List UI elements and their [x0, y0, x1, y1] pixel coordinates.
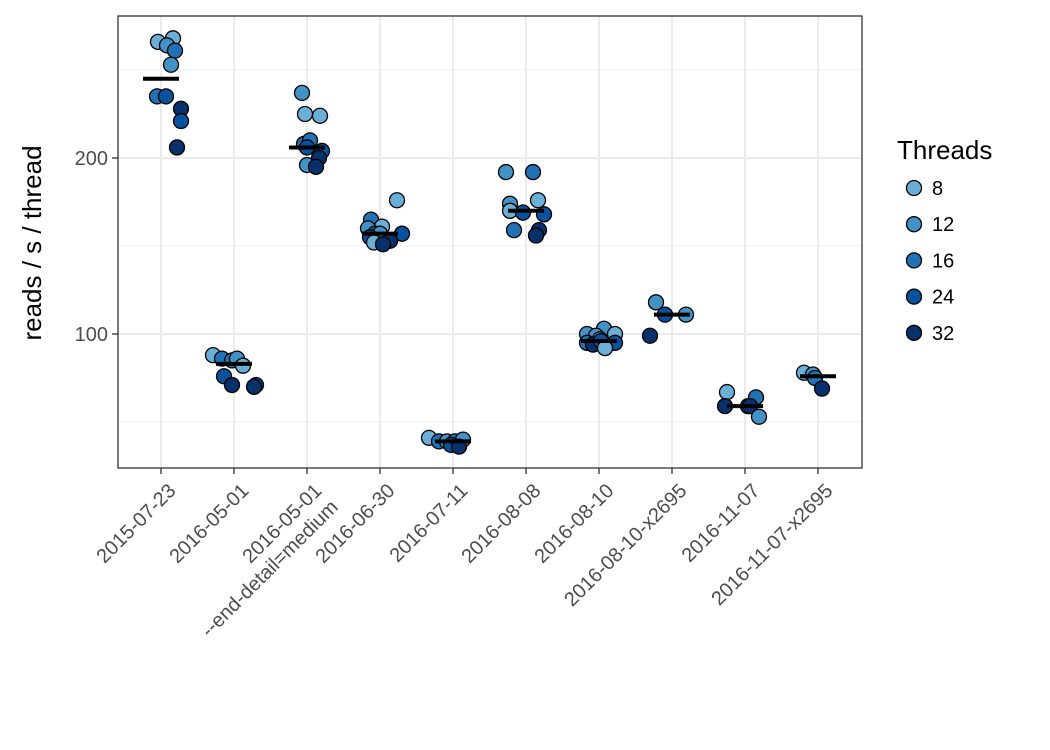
legend-title: Threads [897, 135, 992, 165]
y-tick-label: 100 [75, 324, 108, 346]
legend-label: 32 [932, 323, 954, 345]
median-bars [143, 76, 836, 444]
data-point [296, 105, 314, 123]
data-point [223, 376, 241, 394]
data-point [641, 327, 659, 344]
data-point [157, 88, 175, 105]
data-point [388, 192, 406, 209]
data-point [527, 227, 545, 244]
legend-item-32: 32 [905, 323, 954, 345]
legend-swatch-icon [905, 324, 923, 341]
legend-label: 24 [932, 287, 954, 309]
legend: Threads 8 12 16 24 32 [897, 135, 992, 345]
legend-item-8: 8 [905, 178, 943, 200]
data-point [718, 383, 736, 401]
data-point [162, 56, 180, 73]
data-point [374, 236, 392, 253]
data-point [529, 192, 547, 209]
data-point [524, 163, 542, 181]
data-point [293, 84, 311, 102]
legend-label: 12 [932, 214, 954, 236]
legend-item-16: 16 [905, 250, 954, 272]
data-point [813, 380, 831, 397]
data-point [750, 408, 768, 425]
legend-label: 8 [932, 178, 943, 200]
data-point [166, 42, 184, 59]
plot-panel-border [117, 15, 863, 469]
data-point [245, 378, 263, 395]
data-point [497, 163, 515, 181]
legend-label: 16 [932, 250, 954, 272]
legend-swatch-icon [905, 252, 923, 269]
y-axis-title: reads / s / thread [17, 145, 47, 340]
data-point [311, 107, 329, 124]
legend-items: 8 12 16 24 32 [905, 178, 954, 345]
legend-swatch-icon [905, 179, 923, 197]
legend-swatch-icon [905, 288, 923, 305]
data-point [505, 222, 523, 239]
legend-item-12: 12 [905, 214, 954, 236]
data-point [307, 158, 325, 175]
data-point [172, 112, 190, 130]
y-tick-label: 200 [75, 148, 108, 170]
y-axis: 100 200 [75, 148, 118, 346]
legend-swatch-icon [905, 216, 923, 233]
data-point [647, 294, 665, 311]
legend-item-24: 24 [905, 287, 954, 309]
data-point [168, 139, 186, 156]
